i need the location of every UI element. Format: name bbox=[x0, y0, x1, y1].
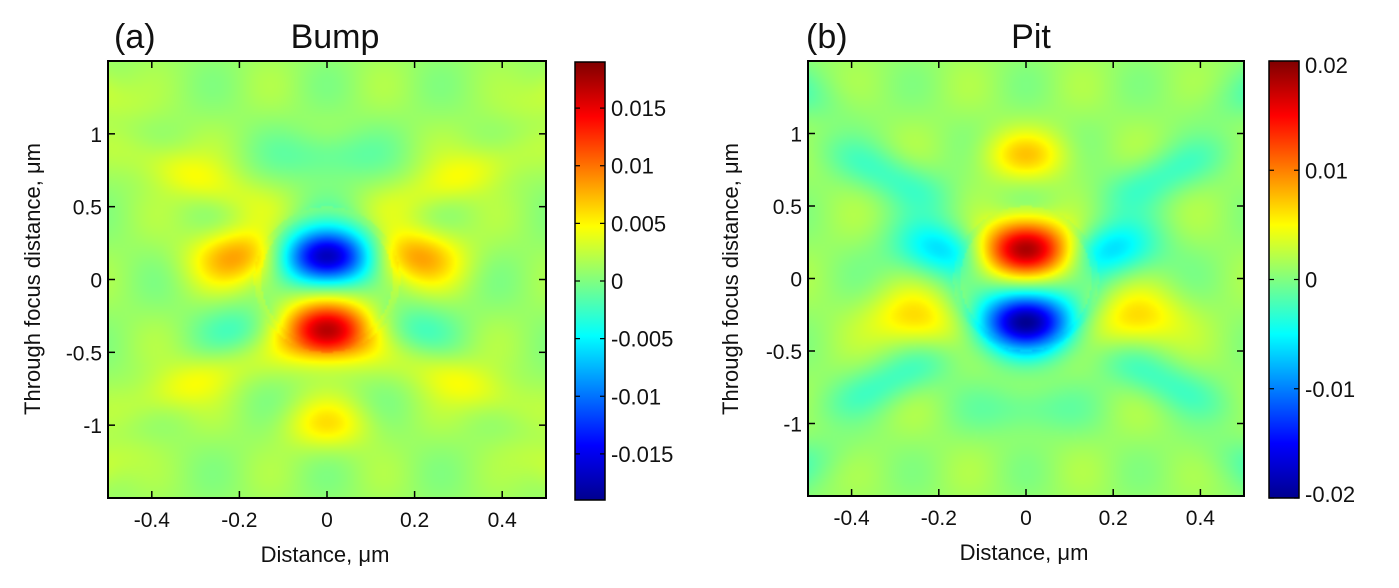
colorbar-tick-label: 0.01 bbox=[1305, 158, 1348, 183]
colorbar-tick-label: -0.015 bbox=[611, 442, 673, 467]
y-tick-label: -0.5 bbox=[66, 342, 102, 365]
panel-a: (a) Bump -0.4 -0.2 0 0.2 0.4 1 0.5 0 -0.5 -1 Dis… bbox=[20, 18, 673, 567]
x-tick-label: 0 bbox=[321, 509, 333, 532]
y-tick-label: 0 bbox=[790, 269, 802, 292]
y-tick-label: 0 bbox=[90, 270, 102, 293]
colorbar-tick-label: 0 bbox=[611, 269, 623, 294]
x-tick-label: 0 bbox=[1020, 507, 1032, 530]
panel-b-title: Pit bbox=[1011, 18, 1051, 56]
y-tick-labels-a: 1 0.5 0 -0.5 -1 bbox=[66, 124, 102, 438]
x-axis-label-b: Distance, μm bbox=[960, 540, 1089, 565]
y-axis-label-a: Through focus distance, μm bbox=[20, 143, 45, 415]
colorbar-tick-labels-a: 0.015 0.01 0.005 0 -0.005 -0.01 -0.015 bbox=[611, 96, 673, 467]
x-tick-label: 0.2 bbox=[400, 509, 429, 532]
colorbar-ticks-b bbox=[1269, 60, 1299, 499]
colorbar-tick-label: 0 bbox=[1305, 268, 1317, 293]
x-tick-labels-a: -0.4 -0.2 0 0.2 0.4 bbox=[134, 509, 517, 532]
y-tick-label: -1 bbox=[83, 415, 102, 438]
y-tick-label: 1 bbox=[790, 124, 802, 147]
x-tick-label: -0.4 bbox=[834, 507, 871, 530]
heatmap-b bbox=[808, 61, 1244, 496]
colorbar-tick-label: 0.01 bbox=[611, 154, 654, 179]
x-tick-label: -0.2 bbox=[921, 507, 957, 530]
y-tick-labels-b: 1 0.5 0 -0.5 -1 bbox=[766, 124, 802, 437]
y-tick-label: -0.5 bbox=[766, 341, 802, 364]
colorbar-tick-label: 0.02 bbox=[1305, 53, 1348, 78]
x-tick-label: 0.4 bbox=[488, 509, 518, 532]
colorbar-ticks-a bbox=[575, 107, 605, 455]
panel-b-label: (b) bbox=[806, 18, 848, 56]
y-tick-label: 1 bbox=[90, 124, 102, 147]
x-tick-label: -0.4 bbox=[134, 509, 171, 532]
panel-a-label: (a) bbox=[114, 18, 156, 56]
colorbar-tick-label: -0.01 bbox=[1305, 377, 1355, 402]
heatmap-a bbox=[108, 61, 546, 498]
x-tick-labels-b: -0.4 -0.2 0 0.2 0.4 bbox=[834, 507, 1216, 530]
colorbar-tick-label: -0.02 bbox=[1305, 482, 1355, 507]
y-tick-label: -1 bbox=[783, 414, 802, 437]
colorbar-tick-label: 0.005 bbox=[611, 211, 666, 236]
colorbar-tick-label: -0.005 bbox=[611, 327, 673, 352]
tick-marks-a bbox=[108, 61, 546, 498]
y-tick-label: 0.5 bbox=[773, 196, 802, 219]
panel-b: (b) Pit -0.4 -0.2 0 0.2 0.4 1 0.5 0 -0.5 -1 Dist… bbox=[718, 18, 1355, 565]
x-tick-label: -0.2 bbox=[221, 509, 257, 532]
x-axis-label-a: Distance, μm bbox=[261, 542, 390, 567]
colorbar-tick-labels-b: 0.02 0.01 0 -0.01 -0.02 bbox=[1305, 53, 1355, 507]
colorbar-tick-label: 0.015 bbox=[611, 96, 666, 121]
tick-marks-b bbox=[808, 61, 1244, 496]
x-tick-label: 0.4 bbox=[1186, 507, 1216, 530]
colorbar-tick-label: -0.01 bbox=[611, 384, 661, 409]
x-tick-label: 0.2 bbox=[1099, 507, 1128, 530]
panel-a-title: Bump bbox=[291, 18, 380, 56]
y-axis-label-b: Through focus distance, μm bbox=[718, 143, 743, 415]
y-tick-label: 0.5 bbox=[73, 197, 102, 220]
